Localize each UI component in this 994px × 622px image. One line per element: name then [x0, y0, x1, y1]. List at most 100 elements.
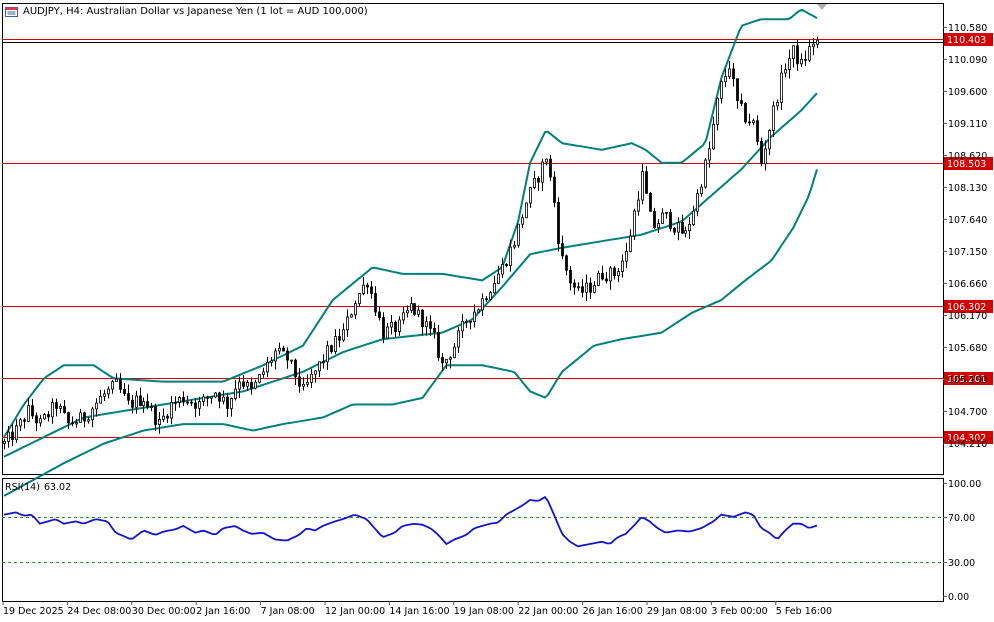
candle-body [370, 286, 373, 294]
candle-body [210, 396, 213, 399]
candle-body [262, 371, 265, 375]
candle-body [342, 329, 345, 341]
candle-body [613, 267, 616, 277]
candle-body [55, 402, 58, 409]
candle-body [378, 311, 381, 318]
level-label-3: 105.201 [947, 374, 986, 385]
candle-body [150, 406, 153, 409]
candle-body [190, 401, 193, 404]
candle-body [398, 319, 401, 332]
candle-body [441, 357, 444, 364]
candle-body [505, 263, 508, 267]
candle-body [445, 358, 448, 364]
candle-body [135, 395, 138, 408]
candle-body [334, 336, 337, 353]
candle-body [290, 359, 293, 362]
horizontal-levels[interactable]: 110.403 108.503 106.302 105.201 104.302 [2, 33, 993, 444]
candle-body [71, 422, 74, 425]
candle-body [3, 441, 6, 445]
candle-body [107, 388, 110, 395]
time-tick-label: 7 Jan 08:00 [261, 606, 315, 617]
rsi-line [3, 495, 818, 548]
candle-body [696, 193, 699, 212]
candle-body [429, 321, 432, 329]
price-tick-label: 109.600 [948, 87, 987, 98]
candle-body [131, 399, 134, 408]
candle-body [673, 228, 676, 233]
candle-body [322, 361, 325, 364]
candle-body [31, 405, 34, 417]
candle-body [294, 359, 297, 378]
candle-body [704, 159, 707, 188]
candle-body [645, 171, 648, 194]
candle-body [517, 223, 520, 246]
candle-body [728, 68, 731, 77]
time-tick-label: 5 Feb 16:00 [776, 606, 832, 617]
level-tag-4 [944, 431, 993, 444]
candle-body [776, 102, 779, 107]
candle-body [621, 260, 624, 272]
price-tick-label: 109.110 [948, 119, 987, 130]
candle-body [310, 373, 313, 383]
candle-body [641, 171, 644, 201]
chart-shift-marker-icon[interactable] [817, 4, 827, 10]
candle-body [772, 105, 775, 131]
time-tick-label: 22 Jan 00:00 [518, 606, 578, 617]
candle-body [688, 223, 691, 232]
candle-body [577, 286, 580, 289]
candle-body [386, 326, 389, 339]
candle-body [115, 378, 118, 383]
candle-body [489, 292, 492, 300]
level-tag-1 [944, 157, 993, 170]
candle-body [537, 177, 540, 183]
candle-body [593, 285, 596, 293]
candle-body [63, 406, 66, 413]
rsi-value: 63.02 [43, 482, 72, 493]
candle-body [573, 282, 576, 288]
candle-body [362, 284, 365, 294]
candle-body [760, 140, 763, 165]
candle-body [99, 395, 102, 404]
candle-body [529, 187, 532, 204]
bollinger-bands [3, 8, 818, 497]
time-tick-label: 12 Jan 00:00 [325, 606, 385, 617]
candle-body [83, 412, 86, 422]
candle-body [633, 210, 636, 237]
candle-body [561, 243, 564, 257]
candle-body [250, 382, 253, 389]
candle-body [425, 321, 428, 328]
rsi-panel-border [2, 478, 944, 602]
time-axis[interactable]: 19 Dec 2025 24 Dec 08:00 30 Dec 00:00 2 Jan… [2, 601, 832, 617]
candle-body [637, 199, 640, 212]
price-tick-label: 105.190 [948, 375, 987, 386]
candle-body [354, 303, 357, 316]
price-axis[interactable]: 110.580 110.090 109.600 109.110 108.620 108.1… [943, 23, 987, 450]
price-tick-label: 105.680 [948, 343, 987, 354]
candle-body [780, 72, 783, 103]
candle-body [123, 388, 126, 394]
level-label-4: 104.302 [947, 433, 986, 444]
symbol-label: AUDJPY, H4: [23, 6, 84, 17]
candle-body [87, 419, 90, 422]
candle-body [298, 376, 301, 387]
candle-body [581, 286, 584, 293]
candle-body [326, 345, 329, 363]
candle-body [174, 401, 177, 404]
candle-body [406, 309, 409, 314]
chart-window-icon[interactable] [5, 7, 18, 17]
candle-body [716, 97, 719, 125]
candle-body [677, 222, 680, 233]
level-tag-2 [944, 300, 993, 313]
candle-body [230, 398, 233, 409]
level-label-1: 108.503 [947, 159, 986, 170]
price-tick-label: 106.170 [948, 311, 987, 322]
candle-body [270, 360, 273, 363]
candle-body [493, 283, 496, 294]
rsi-panel [2, 495, 943, 563]
candle-body [214, 392, 217, 398]
candle-body [497, 273, 500, 284]
price-tick-label: 110.090 [948, 55, 987, 66]
candle-body [394, 321, 397, 332]
candle-body [485, 298, 488, 301]
